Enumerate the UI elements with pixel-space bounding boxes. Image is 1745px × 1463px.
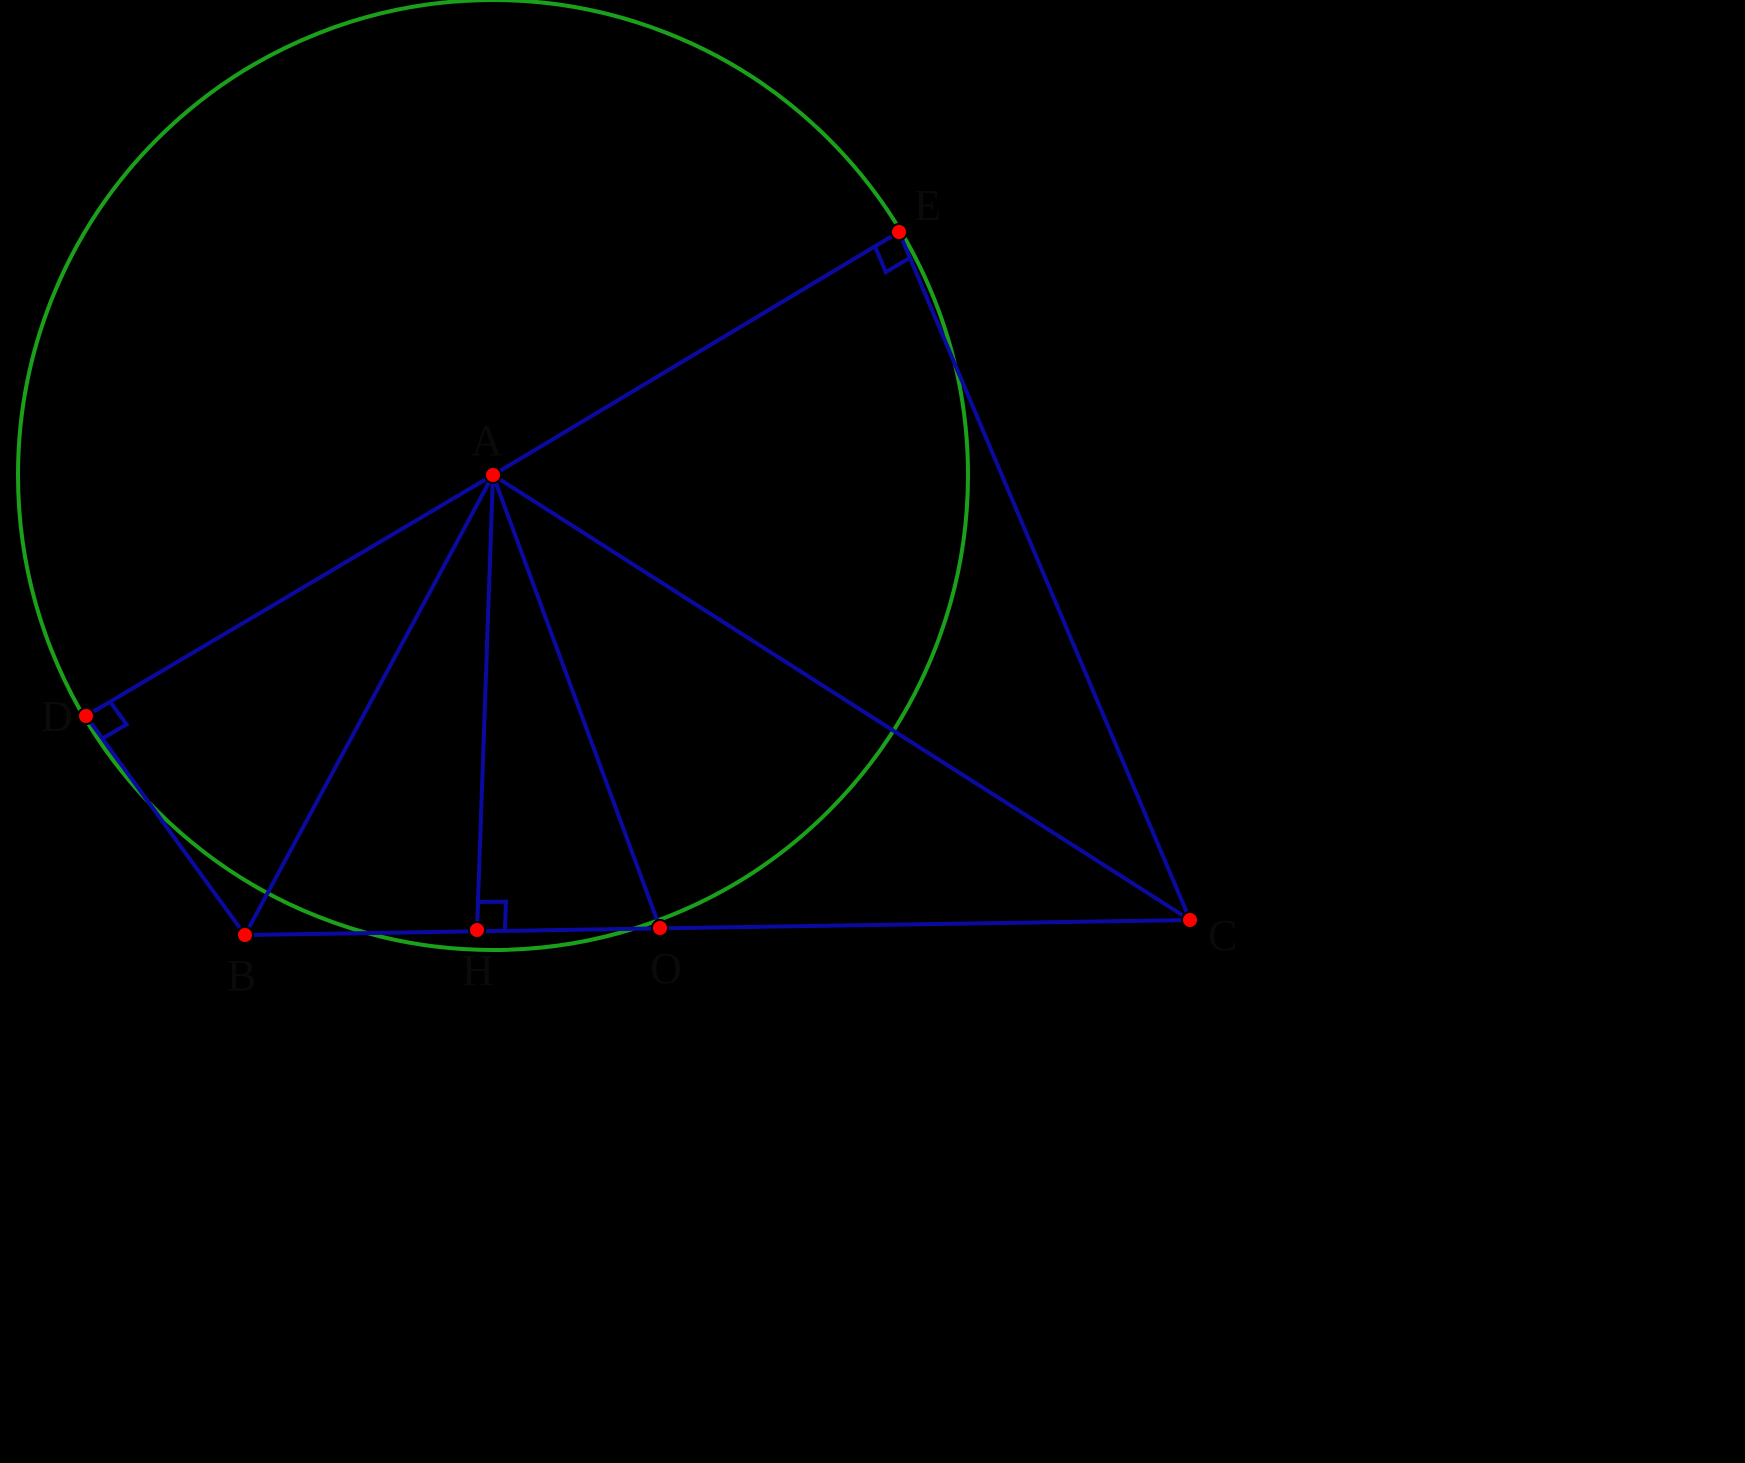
point-C: [1182, 912, 1198, 928]
point-D: [78, 708, 94, 724]
label-D: D: [41, 692, 73, 741]
label-E: E: [914, 181, 941, 230]
label-O: O: [650, 944, 682, 993]
label-B: B: [227, 951, 256, 1000]
point-A: [485, 467, 501, 483]
label-C: C: [1208, 911, 1237, 960]
background: [0, 0, 1745, 1463]
point-B: [237, 927, 253, 943]
label-A: A: [471, 416, 503, 465]
point-O: [652, 920, 668, 936]
label-H: H: [462, 946, 494, 995]
point-H: [469, 922, 485, 938]
point-E: [891, 224, 907, 240]
geometry-diagram: A B C D E H O: [0, 0, 1745, 1463]
